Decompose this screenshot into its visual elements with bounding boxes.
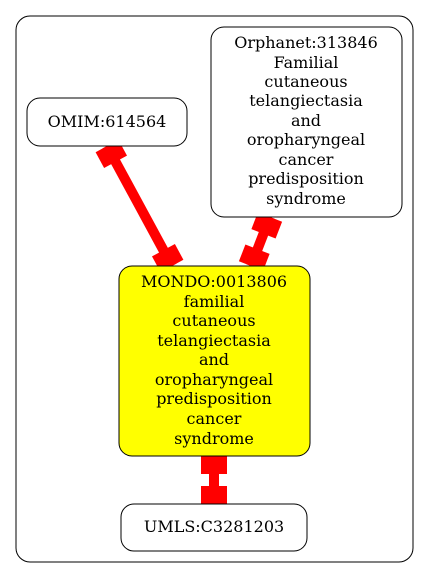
edge-end-cap — [201, 456, 227, 474]
orphanet-node-box — [210, 26, 403, 218]
mondo-node-line: cutaneous — [172, 311, 255, 330]
mondo-node-label: MONDO:0013806 — [141, 272, 287, 291]
mondo-node-line: telangiectasia — [157, 331, 271, 350]
mondo-node-line: and — [199, 350, 229, 369]
edge-orphanet-mondo — [238, 212, 283, 271]
orphanet-node-line: cancer — [279, 150, 334, 169]
edges-layer — [95, 139, 283, 504]
mondo-node-line: familial — [184, 292, 245, 311]
orphanet-node-line: oropharyngeal — [247, 130, 365, 149]
umls-node-box — [120, 503, 308, 552]
orphanet-node-line: and — [291, 111, 321, 130]
omim-node[interactable]: OMIM:614564 — [26, 97, 188, 147]
orphanet-node-line: Familial — [274, 53, 339, 72]
edge-mondo-umls — [201, 456, 227, 504]
umls-node[interactable]: UMLS:C3281203 — [120, 503, 308, 552]
orphanet-node-line: syndrome — [266, 189, 346, 208]
edge-end-cap — [251, 212, 283, 239]
orphanet-node-label: Orphanet:313846 — [234, 33, 378, 52]
edge-end-cap — [238, 244, 270, 271]
mondo-node-line: syndrome — [174, 429, 254, 448]
mondo-node[interactable]: MONDO:0013806 familial cutaneous telangi… — [118, 265, 311, 457]
mondo-node-line: cancer — [187, 409, 242, 428]
edge-end-cap — [152, 244, 184, 273]
edge-omim-mondo — [95, 139, 184, 273]
edge-line — [102, 143, 177, 269]
orphanet-node[interactable]: Orphanet:313846 Familial cutaneous telan… — [210, 26, 403, 218]
edge-end-cap — [95, 139, 127, 168]
omim-node-box — [26, 97, 188, 147]
mondo-node-box — [118, 265, 311, 457]
umls-node-label: UMLS:C3281203 — [144, 517, 284, 536]
omim-node-label: OMIM:614564 — [48, 112, 167, 131]
mondo-node-line: predisposition — [156, 389, 272, 408]
orphanet-node-line: cutaneous — [264, 72, 347, 91]
orphanet-node-line: telangiectasia — [249, 91, 363, 110]
mondo-node-line: oropharyngeal — [155, 370, 273, 389]
edge-end-cap — [201, 486, 227, 504]
orphanet-node-line: predisposition — [248, 169, 364, 188]
